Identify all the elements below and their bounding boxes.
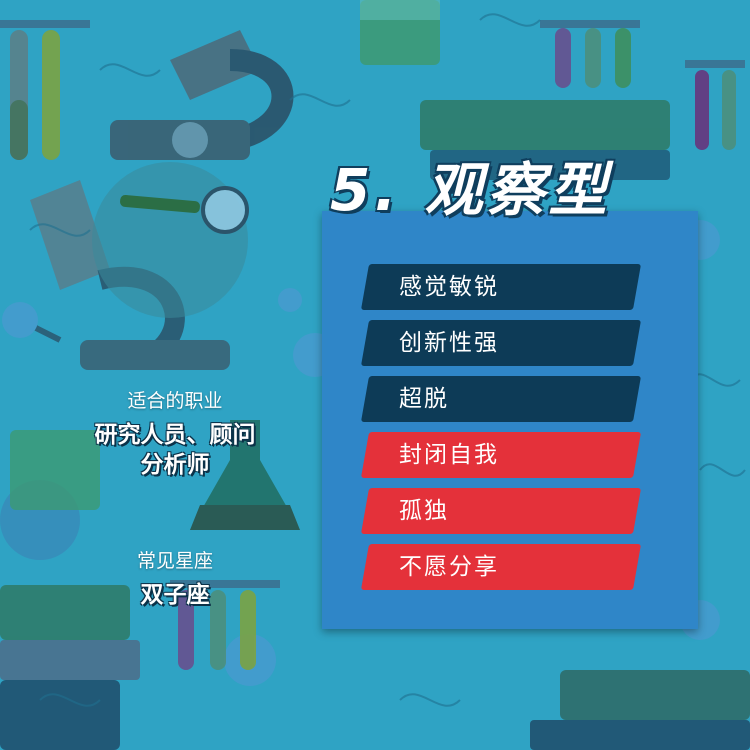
highlight-circle bbox=[92, 162, 248, 318]
microscope-icon bbox=[110, 30, 294, 160]
zodiac-section: 常见星座 双子座 bbox=[40, 548, 310, 610]
books-icon bbox=[420, 100, 670, 180]
trait-label: 不愿分享 bbox=[399, 554, 499, 580]
page-title: 5. 观察型 bbox=[330, 156, 611, 224]
trait-item: 创新性强 bbox=[360, 320, 645, 366]
test-tube-rack-icon bbox=[170, 580, 280, 670]
trait-item: 感觉敏锐 bbox=[360, 264, 645, 310]
trait-label: 孤独 bbox=[399, 498, 449, 524]
trait-label: 感觉敏锐 bbox=[399, 274, 499, 300]
books-icon bbox=[530, 670, 750, 750]
zodiac-value: 双子座 bbox=[140, 582, 210, 608]
trait-list: 感觉敏锐 创新性强 超脱 封闭自我 孤独 不愿分享 bbox=[360, 264, 645, 600]
books-icon bbox=[0, 585, 140, 750]
magnifying-glass-icon bbox=[120, 186, 249, 234]
test-tube-rack-icon bbox=[540, 20, 640, 88]
formula-scribbles bbox=[29, 13, 746, 707]
test-tube-rack-icon bbox=[685, 60, 745, 150]
beaker-icon bbox=[10, 430, 100, 510]
career-line-1: 研究人员、顾问 bbox=[94, 422, 256, 448]
trait-item: 不愿分享 bbox=[360, 544, 645, 590]
trait-item: 超脱 bbox=[360, 376, 645, 422]
trait-item: 孤独 bbox=[360, 488, 645, 534]
career-line-2: 分析师 bbox=[140, 452, 210, 478]
trait-label: 超脱 bbox=[399, 386, 449, 412]
career-section: 适合的职业 研究人员、顾问 分析师 bbox=[40, 388, 310, 480]
trait-label: 创新性强 bbox=[399, 330, 499, 356]
flask-icon bbox=[190, 420, 300, 530]
beaker-icon bbox=[360, 0, 440, 65]
test-tube-rack-icon bbox=[0, 20, 90, 160]
zodiac-label: 常见星座 bbox=[136, 550, 213, 572]
trait-item: 封闭自我 bbox=[360, 432, 645, 478]
career-label: 适合的职业 bbox=[127, 390, 223, 412]
trait-label: 封闭自我 bbox=[399, 442, 499, 468]
